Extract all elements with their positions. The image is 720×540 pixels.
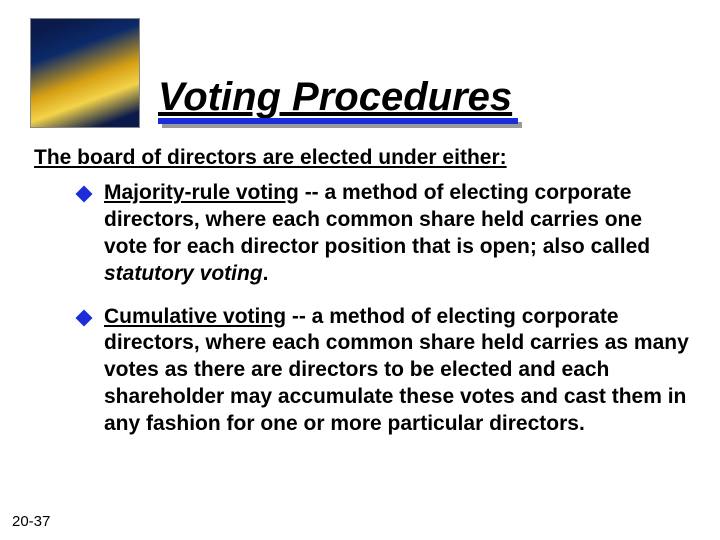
list-item: Cumulative voting -- a method of electin…: [78, 304, 690, 438]
slide-title: Voting Procedures: [158, 75, 518, 120]
bullet-em: statutory voting: [104, 262, 263, 285]
diamond-icon: [76, 186, 93, 203]
title-wrap: Voting Procedures: [158, 75, 518, 128]
header-image: [30, 18, 140, 128]
bullet-text: Cumulative voting -- a method of electin…: [104, 304, 690, 438]
list-item: Majority-rule voting -- a method of elec…: [78, 180, 690, 288]
bullet-lead: Cumulative voting: [104, 305, 286, 328]
bullet-text: Majority-rule voting -- a method of elec…: [104, 180, 690, 288]
slide-number: 20-37: [12, 513, 50, 530]
bullet-list: Majority-rule voting -- a method of elec…: [78, 180, 690, 438]
bullet-tail: .: [263, 262, 269, 285]
bullet-lead: Majority-rule voting: [104, 181, 299, 204]
header-row: Voting Procedures: [30, 18, 690, 128]
intro-text: The board of directors are elected under…: [34, 146, 690, 170]
diamond-icon: [76, 309, 93, 326]
slide: Voting Procedures The board of directors…: [0, 0, 720, 540]
title-underline: [158, 118, 518, 124]
